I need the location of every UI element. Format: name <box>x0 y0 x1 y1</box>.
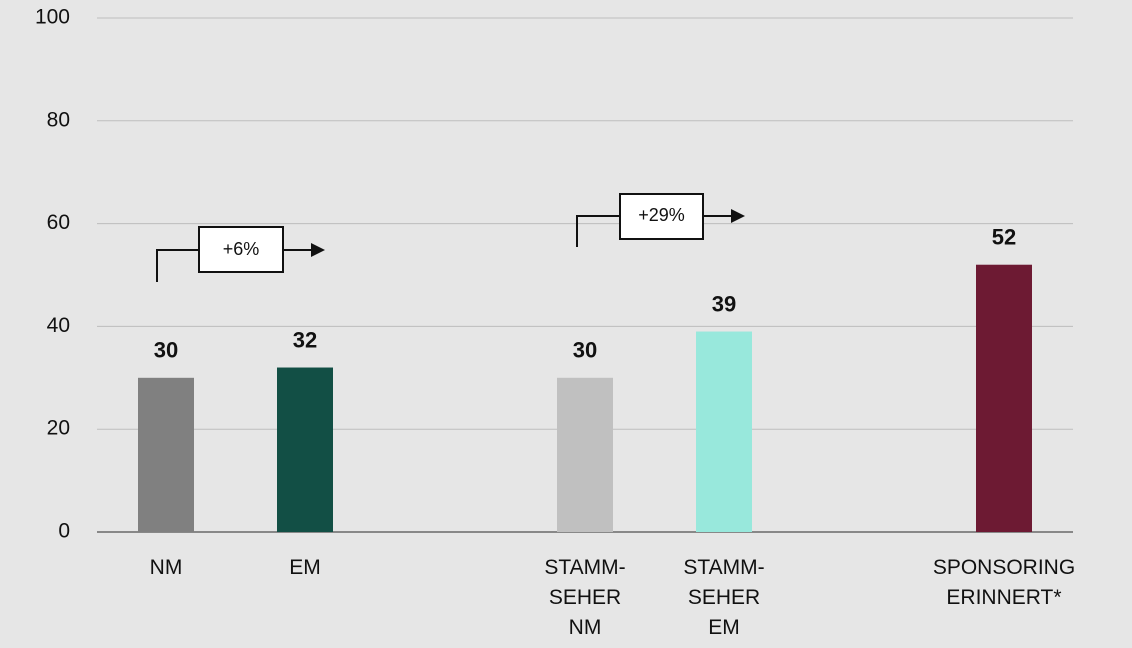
value-label: 39 <box>712 291 736 316</box>
annotation-bracket <box>156 249 199 282</box>
arrow-head <box>311 243 325 257</box>
annotation-box <box>198 226 284 273</box>
bar <box>976 264 1032 532</box>
y-tick-label: 60 <box>47 211 70 234</box>
x-tick-label: EM <box>289 556 321 579</box>
y-tick-label: 100 <box>35 6 70 29</box>
bar <box>696 331 752 532</box>
y-tick-label: 40 <box>47 314 70 337</box>
label-line: SEHER <box>688 586 760 609</box>
annotation-box <box>619 193 704 240</box>
bar <box>277 367 333 532</box>
x-tick-label: STAMM- SEHER EM <box>683 556 764 639</box>
y-tick-label: 20 <box>47 417 70 440</box>
arrow-head <box>731 209 745 223</box>
value-label: 32 <box>293 327 317 352</box>
label-line: SPONSORING <box>933 556 1075 579</box>
annotation-text: +29% <box>638 205 685 225</box>
value-label: 52 <box>992 225 1016 250</box>
x-tick-label: STAMM- SEHER NM <box>544 556 625 639</box>
label-line: STAMM- <box>544 556 625 579</box>
y-tick-label: 80 <box>47 108 70 131</box>
label-line: EM <box>708 616 740 639</box>
x-tick-label: NM <box>150 556 183 579</box>
label-line: ERINNERT* <box>946 586 1061 609</box>
label-line: STAMM- <box>683 556 764 579</box>
label-line: NM <box>569 616 602 639</box>
value-label: 30 <box>154 338 178 363</box>
bar <box>557 377 613 532</box>
annotation-text: +6% <box>223 239 260 259</box>
x-tick-label: SPONSORING ERINNERT* <box>933 556 1075 609</box>
bar <box>138 377 194 532</box>
annotation-bracket <box>576 215 620 247</box>
value-label: 30 <box>573 338 597 363</box>
y-tick-label: 0 <box>58 520 70 543</box>
label-line: SEHER <box>549 586 621 609</box>
label-line: NM <box>150 556 183 579</box>
label-line: EM <box>289 556 321 579</box>
